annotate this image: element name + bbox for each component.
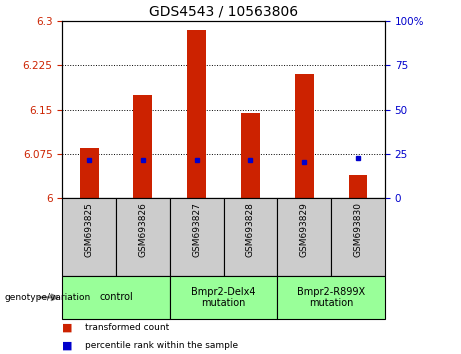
Text: ■: ■ — [62, 340, 73, 350]
Bar — [278, 198, 331, 276]
Bar — [295, 74, 313, 198]
Text: percentile rank within the sample: percentile rank within the sample — [85, 341, 238, 350]
Title: GDS4543 / 10563806: GDS4543 / 10563806 — [149, 5, 298, 19]
Text: GSM693826: GSM693826 — [138, 202, 148, 257]
Bar — [134, 95, 152, 198]
Text: ■: ■ — [62, 322, 73, 332]
Text: Bmpr2-R899X
mutation: Bmpr2-R899X mutation — [297, 286, 365, 308]
Text: GSM693829: GSM693829 — [300, 202, 309, 257]
Text: genotype/variation: genotype/variation — [5, 293, 91, 302]
Bar — [278, 276, 385, 319]
Bar — [241, 113, 260, 198]
Bar — [62, 276, 170, 319]
Bar — [170, 198, 224, 276]
Text: GSM693830: GSM693830 — [354, 202, 362, 257]
Bar — [331, 198, 385, 276]
Text: GSM693828: GSM693828 — [246, 202, 255, 257]
Bar — [62, 198, 116, 276]
Text: transformed count: transformed count — [85, 323, 170, 332]
Bar — [224, 198, 278, 276]
Bar — [116, 198, 170, 276]
Text: control: control — [99, 292, 133, 302]
Text: GSM693827: GSM693827 — [192, 202, 201, 257]
Bar — [170, 276, 278, 319]
Text: Bmpr2-Delx4
mutation: Bmpr2-Delx4 mutation — [191, 286, 256, 308]
Text: GSM693825: GSM693825 — [85, 202, 94, 257]
Bar — [80, 148, 99, 198]
Bar — [349, 175, 367, 198]
Bar — [187, 30, 206, 198]
